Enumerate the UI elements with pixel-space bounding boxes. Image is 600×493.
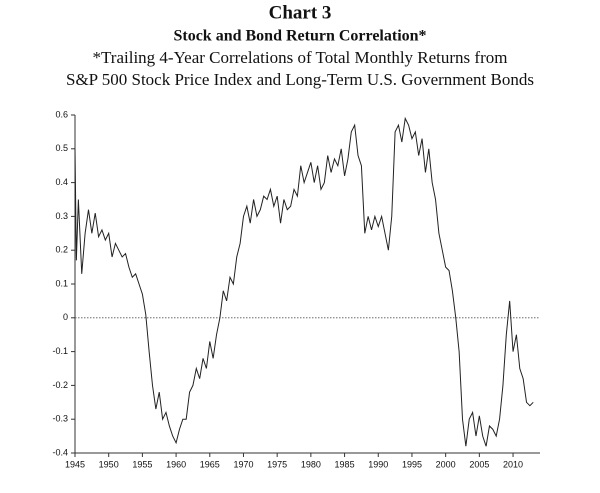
- y-tick-label: -0.2: [52, 380, 68, 390]
- y-tick-label: 0.5: [55, 143, 68, 153]
- x-tick-label: 1965: [200, 459, 220, 469]
- x-tick-label: 1975: [267, 459, 287, 469]
- y-tick-label: -0.1: [52, 346, 68, 356]
- chart-title: Chart 3: [269, 2, 332, 23]
- y-tick-label: 0.4: [55, 177, 68, 187]
- x-tick-label: 1995: [402, 459, 422, 469]
- y-tick-label: 0.6: [55, 109, 68, 119]
- x-tick-label: 1985: [335, 459, 355, 469]
- y-tick-label: 0.3: [55, 211, 68, 221]
- x-tick-label: 1960: [166, 459, 186, 469]
- y-tick-label: 0.1: [55, 278, 68, 288]
- x-tick-label: 1945: [65, 459, 85, 469]
- line-series: [74, 116, 534, 447]
- x-tick-label: 1950: [99, 459, 119, 469]
- x-tick-label: 1980: [301, 459, 321, 469]
- y-tick-label: 0.2: [55, 245, 68, 255]
- x-tick-label: 2010: [503, 459, 523, 469]
- x-tick-label: 1990: [368, 459, 388, 469]
- chart-subtitle: Stock and Bond Return Correlation*: [173, 28, 426, 45]
- chart-note: S&P 500 Stock Price Index and Long-Term …: [66, 70, 534, 89]
- x-tick-label: 1970: [233, 459, 253, 469]
- chart-note: *Trailing 4-Year Correlations of Total M…: [93, 48, 508, 67]
- x-tick-label: 2005: [469, 459, 489, 469]
- x-tick-label: 2000: [436, 459, 456, 469]
- x-tick-label: 1955: [132, 459, 152, 469]
- y-tick-label: -0.3: [52, 414, 68, 424]
- y-tick-label: -0.4: [52, 447, 68, 457]
- y-tick-label: 0: [63, 312, 68, 322]
